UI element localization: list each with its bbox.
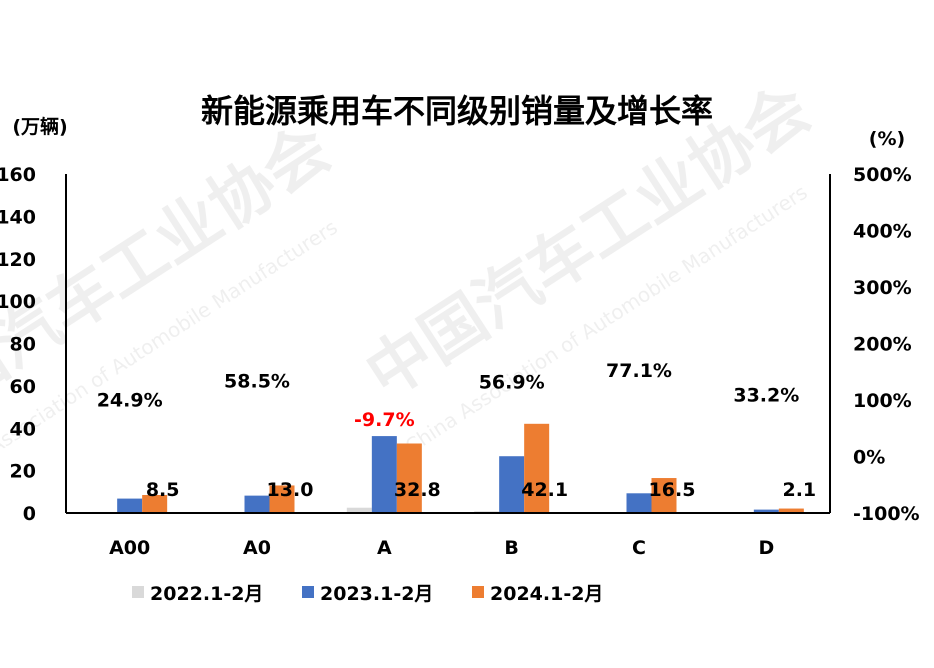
bar — [626, 493, 652, 513]
y-tick-label: 120 — [0, 249, 36, 271]
bar — [346, 507, 372, 513]
y-tick-label: 100 — [0, 291, 36, 313]
bar — [142, 494, 168, 513]
value-label: 42.1 — [521, 479, 568, 501]
value-labels: 8.5 13.0 32.8 42.1 16.5 2.1 — [146, 479, 816, 501]
value-label: 8.5 — [146, 479, 180, 501]
y-tick-label: 0 — [23, 503, 36, 525]
bar — [778, 508, 804, 513]
bar — [244, 495, 270, 513]
y-tick-label: 20 — [10, 461, 36, 483]
y2-tick-label: 400% — [853, 221, 912, 243]
legend-label: 2024.1-2月 — [490, 583, 603, 605]
bar — [524, 423, 550, 513]
value-label: 16.5 — [649, 479, 696, 501]
bar — [269, 485, 295, 513]
y-tick-label: 140 — [0, 206, 36, 228]
bars — [92, 423, 804, 513]
legend: 2022.1-2月 2023.1-2月 2024.1-2月 — [132, 583, 603, 605]
x-tick-label: D — [758, 537, 774, 559]
y-axis-left-label: (万辆) — [12, 115, 67, 138]
y-tick-label: 60 — [10, 376, 36, 398]
y-axis-left: 0 20 40 60 80 100 120 140 160 — [0, 164, 36, 525]
y2-tick-label: 300% — [853, 277, 912, 299]
growth-label: 56.9% — [479, 371, 545, 393]
y-tick-label: 160 — [0, 164, 36, 186]
axes — [65, 174, 831, 514]
growth-labels: 24.9% 58.5% -9.7% 56.9% 77.1% 33.2% — [97, 360, 800, 431]
bar — [499, 456, 525, 513]
bar — [753, 509, 779, 513]
x-tick-label: B — [504, 537, 518, 559]
value-label: 13.0 — [267, 479, 314, 501]
y-tick-label: 40 — [10, 418, 36, 440]
legend-label: 2022.1-2月 — [150, 583, 263, 605]
growth-label: -9.7% — [354, 409, 415, 431]
x-tick-label: C — [632, 537, 646, 559]
x-tick-label: A00 — [109, 537, 150, 559]
y-tick-label: 80 — [10, 334, 36, 356]
x-axis: A00 A0 A B C D — [109, 537, 774, 559]
growth-label: 58.5% — [224, 370, 290, 392]
growth-label: 24.9% — [97, 389, 163, 411]
x-tick-label: A — [377, 537, 392, 559]
chart-title: 新能源乘用车不同级别销量及增长率 — [201, 92, 713, 130]
legend-swatch — [472, 586, 484, 598]
growth-label: 33.2% — [733, 385, 799, 407]
bar — [371, 436, 397, 513]
y2-tick-label: 500% — [853, 164, 912, 186]
y2-tick-label: -100% — [853, 503, 920, 525]
x-tick-label: A0 — [243, 537, 271, 559]
y-axis-right: -100% 0% 100% 200% 300% 400% 500% — [853, 164, 920, 525]
legend-swatch — [302, 586, 314, 598]
y2-tick-label: 200% — [853, 334, 912, 356]
bar — [651, 478, 677, 513]
y2-tick-label: 0% — [853, 447, 885, 469]
y-axis-right-label: (%) — [869, 128, 905, 150]
legend-label: 2023.1-2月 — [320, 583, 433, 605]
legend-swatch — [132, 586, 144, 598]
value-label: 32.8 — [394, 479, 441, 501]
bar — [117, 498, 143, 513]
y2-tick-label: 100% — [853, 390, 912, 412]
bar — [396, 443, 422, 513]
value-label: 2.1 — [782, 479, 816, 501]
growth-label: 77.1% — [606, 360, 672, 382]
